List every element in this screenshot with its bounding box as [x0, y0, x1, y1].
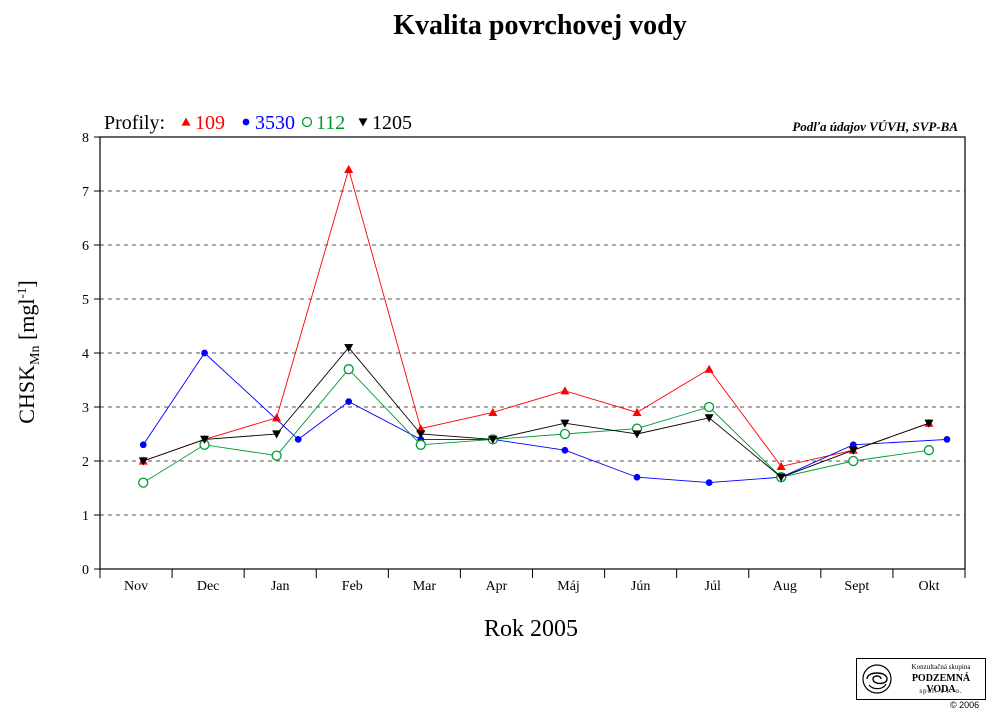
legend-marker-3530	[242, 118, 250, 126]
legend-label-112: 112	[316, 112, 345, 134]
data-point	[138, 477, 149, 488]
x-axis: Nov Dec Jan Feb Mar Apr Máj Jún Júl Aug Sept Okt	[99, 569, 966, 594]
data-point	[923, 445, 935, 456]
logo-line1: Konzultačná skupina	[911, 663, 971, 671]
y-axis-label-unit-open: [mgl	[14, 298, 39, 345]
data-point	[488, 435, 498, 444]
series-line	[143, 346, 930, 478]
y-axis-label-sub: Mn	[28, 346, 43, 365]
swirl-logo-icon	[862, 664, 892, 694]
x-tick-label: Máj	[557, 579, 580, 594]
x-tick-label: Sept	[844, 579, 869, 594]
series-112	[138, 364, 935, 488]
series-109	[138, 164, 934, 470]
data-point	[488, 407, 498, 416]
legend-marker-112	[301, 116, 313, 128]
data-point	[345, 398, 353, 405]
series-3530	[139, 349, 951, 486]
data-point	[632, 430, 642, 439]
x-tick-label: Okt	[918, 579, 939, 594]
x-tick-label: Júl	[705, 579, 721, 594]
data-point	[704, 364, 714, 373]
data-point	[924, 419, 934, 428]
y-tick-label: 6	[82, 239, 89, 254]
data-point	[703, 401, 715, 413]
x-tick-label: Feb	[342, 579, 363, 594]
y-tick-label: 4	[82, 347, 89, 362]
chart-title: Kvalita povrchovej vody	[393, 10, 686, 41]
logo-line2: PODZEMNÁ VODA	[911, 673, 971, 695]
data-point	[138, 457, 148, 466]
y-tick-label: 3	[82, 401, 89, 416]
data-point	[848, 455, 859, 467]
y-tick-label: 7	[82, 185, 89, 200]
x-tick-label: Jan	[271, 579, 290, 594]
data-point	[139, 441, 147, 449]
series-layer	[138, 164, 951, 488]
data-point	[849, 441, 857, 449]
data-point	[943, 436, 951, 443]
y-tick-label: 0	[82, 563, 89, 578]
y-tick-label: 2	[82, 455, 89, 470]
data-point	[271, 450, 282, 461]
data-point	[416, 430, 426, 439]
data-point	[415, 439, 426, 450]
data-point	[344, 164, 354, 173]
source-note: Podľa údajov VÚVH, SVP-BA	[792, 119, 958, 134]
data-point	[848, 446, 858, 455]
legend-label-1205: 1205	[372, 112, 412, 134]
legend-marker-1205	[358, 118, 368, 127]
legend-label-109: 109	[195, 112, 225, 134]
data-point	[560, 419, 570, 428]
y-axis-label-main: CHSK	[14, 365, 39, 424]
x-tick-label: Dec	[197, 579, 220, 594]
data-point	[559, 428, 571, 440]
data-point	[632, 407, 642, 416]
data-point	[705, 479, 713, 486]
legend: Profily: 109 3530 112 1205	[104, 112, 412, 134]
y-axis: 0 1 2 3 4 5 6 7 8	[82, 131, 100, 578]
legend-title: Profily:	[104, 112, 165, 134]
legend-marker-109	[181, 117, 191, 126]
grid-lines	[100, 190, 965, 516]
y-tick-label: 1	[82, 509, 89, 524]
data-point	[201, 349, 208, 357]
y-tick-label: 8	[82, 131, 89, 146]
data-point	[344, 344, 354, 353]
data-point	[272, 430, 282, 439]
x-tick-label: Jún	[631, 579, 650, 594]
x-tick-label: Nov	[124, 579, 148, 594]
data-point	[776, 473, 786, 482]
y-axis-label: CHSKMn [mgl-1]	[14, 280, 43, 423]
y-tick-label: 5	[82, 293, 89, 308]
data-point	[561, 446, 569, 454]
y-axis-label-unit-sup: -1	[14, 288, 29, 299]
x-tick-label: Apr	[486, 579, 508, 594]
data-point	[704, 414, 714, 423]
series-line	[143, 368, 930, 483]
data-point	[294, 436, 302, 443]
x-tick-label: Mar	[413, 579, 437, 594]
data-point	[633, 473, 641, 481]
data-point	[560, 386, 570, 395]
data-point	[416, 424, 426, 433]
company-logo: Konzultačná skupina PODZEMNÁ VODA spol. …	[856, 658, 986, 700]
series-1205	[138, 344, 934, 482]
copyright-note: © 2006	[950, 700, 980, 710]
data-point	[776, 461, 786, 470]
data-point	[343, 364, 354, 375]
legend-label-3530: 3530	[255, 112, 295, 134]
logo-line3: spol. s r. o.	[919, 687, 963, 695]
series-line	[143, 167, 930, 467]
y-axis-label-unit-close: ]	[14, 280, 39, 287]
data-point	[272, 413, 282, 422]
x-tick-label: Aug	[773, 579, 797, 594]
x-axis-label: Rok 2005	[484, 616, 578, 642]
data-point	[200, 435, 210, 444]
series-line	[142, 352, 948, 484]
